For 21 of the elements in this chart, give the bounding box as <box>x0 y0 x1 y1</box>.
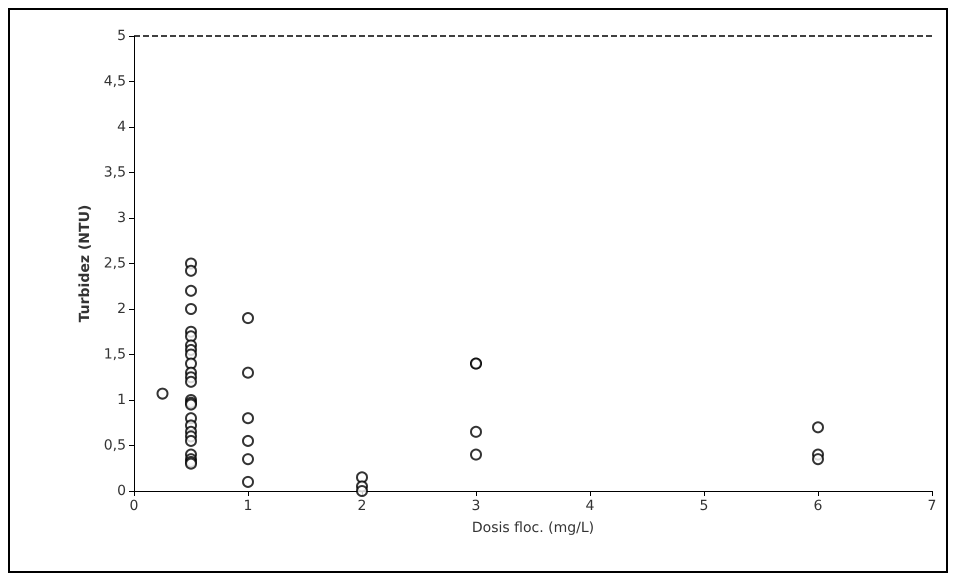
x-tick-label: 6 <box>814 498 823 514</box>
x-tick-label: 2 <box>358 498 366 514</box>
y-tick-label: 5 <box>117 28 126 44</box>
y-tick-label: 2 <box>117 301 126 317</box>
y-tick-label: 1 <box>117 392 126 408</box>
y-tick-label: 4,5 <box>104 74 126 90</box>
x-tick-label: 3 <box>472 498 480 514</box>
x-tick-label: 5 <box>700 498 708 514</box>
y-tick-label: 4 <box>117 119 126 135</box>
y-tick-label: 0,5 <box>104 438 126 454</box>
x-tick-label: 1 <box>244 498 252 514</box>
x-tick-label: 4 <box>586 498 595 514</box>
y-tick-label: 2,5 <box>104 256 126 272</box>
x-tick-label: 7 <box>928 498 936 514</box>
y-tick-label: 1,5 <box>104 346 126 362</box>
x-axis-title: Dosis floc. (mg/L) <box>472 520 594 536</box>
y-tick-label: 3 <box>117 210 126 226</box>
y-tick-label: 3,5 <box>104 164 126 180</box>
y-tick-label: 0 <box>117 483 126 499</box>
y-axis-title: Turbidez (NTU) <box>77 204 93 322</box>
x-tick-label: 0 <box>130 498 138 514</box>
